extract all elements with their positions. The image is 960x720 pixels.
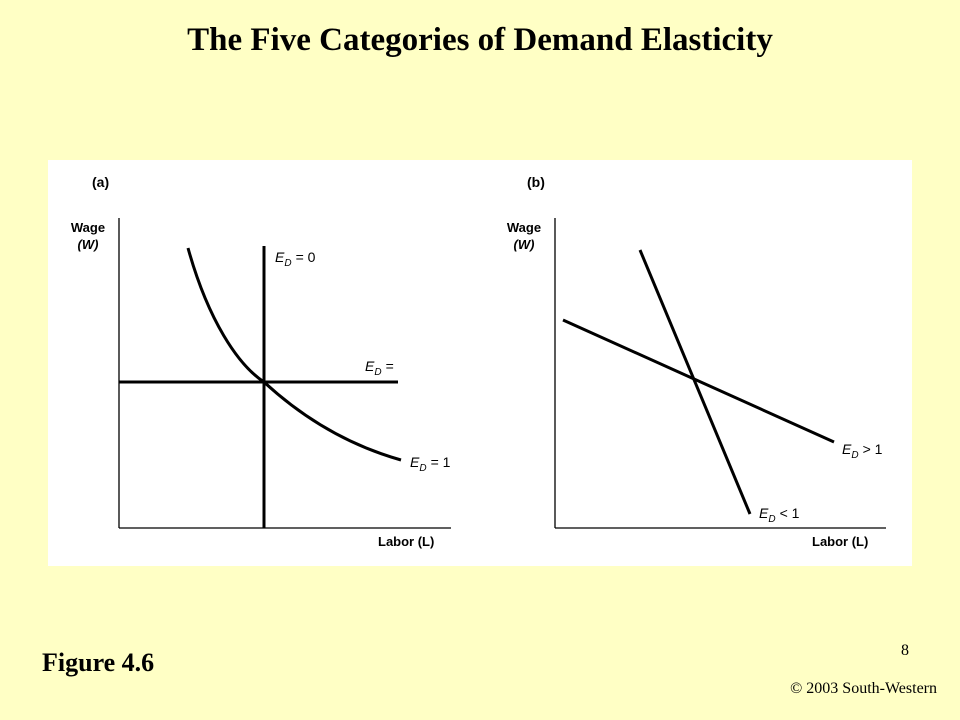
- panel-b-y-axis-label-line2: (W): [514, 237, 535, 252]
- panel-a: (a) Wage (W) Labor (L) ED = 0 ED = ED = 1: [71, 174, 451, 549]
- panel-b-y-axis-label-line1: Wage: [507, 220, 541, 235]
- panel-a-tag: (a): [92, 174, 109, 190]
- copyright-notice: © 2003 South-Western: [790, 680, 937, 697]
- panel-a-label-perfectly-elastic: ED =: [365, 358, 394, 378]
- panel-a-y-axis-label-line1: Wage: [71, 220, 105, 235]
- panel-b-inelastic-demand-curve: [638, 249, 752, 515]
- panel-a-label-unit-elastic: ED = 1: [410, 454, 451, 474]
- slide-number: 8: [901, 642, 909, 659]
- panel-a-x-axis-label: Labor (L): [378, 534, 434, 549]
- panel-b-x-axis-label: Labor (L): [812, 534, 868, 549]
- panel-b-label-elastic: ED > 1: [842, 441, 883, 461]
- figure-number: Figure 4.6: [42, 648, 155, 677]
- figure-diagram: (a) Wage (W) Labor (L) ED = 0 ED = ED = 1 (…: [71, 174, 886, 549]
- panel-a-unit-elastic-demand-curve: [186, 247, 402, 462]
- panel-b-label-inelastic: ED < 1: [759, 505, 800, 525]
- panel-a-label-perfectly-inelastic: ED = 0: [275, 249, 316, 269]
- panel-b-elastic-demand-curve: [562, 318, 835, 444]
- panel-b: (b) Wage (W) Labor (L) ED > 1 ED < 1: [507, 174, 886, 549]
- panel-b-tag: (b): [527, 174, 545, 190]
- panel-a-y-axis-label-line2: (W): [78, 237, 99, 252]
- figure-panel: (a) Wage (W) Labor (L) ED = 0 ED = ED = 1 (…: [48, 160, 912, 566]
- slide-title: The Five Categories of Demand Elasticity: [187, 22, 773, 58]
